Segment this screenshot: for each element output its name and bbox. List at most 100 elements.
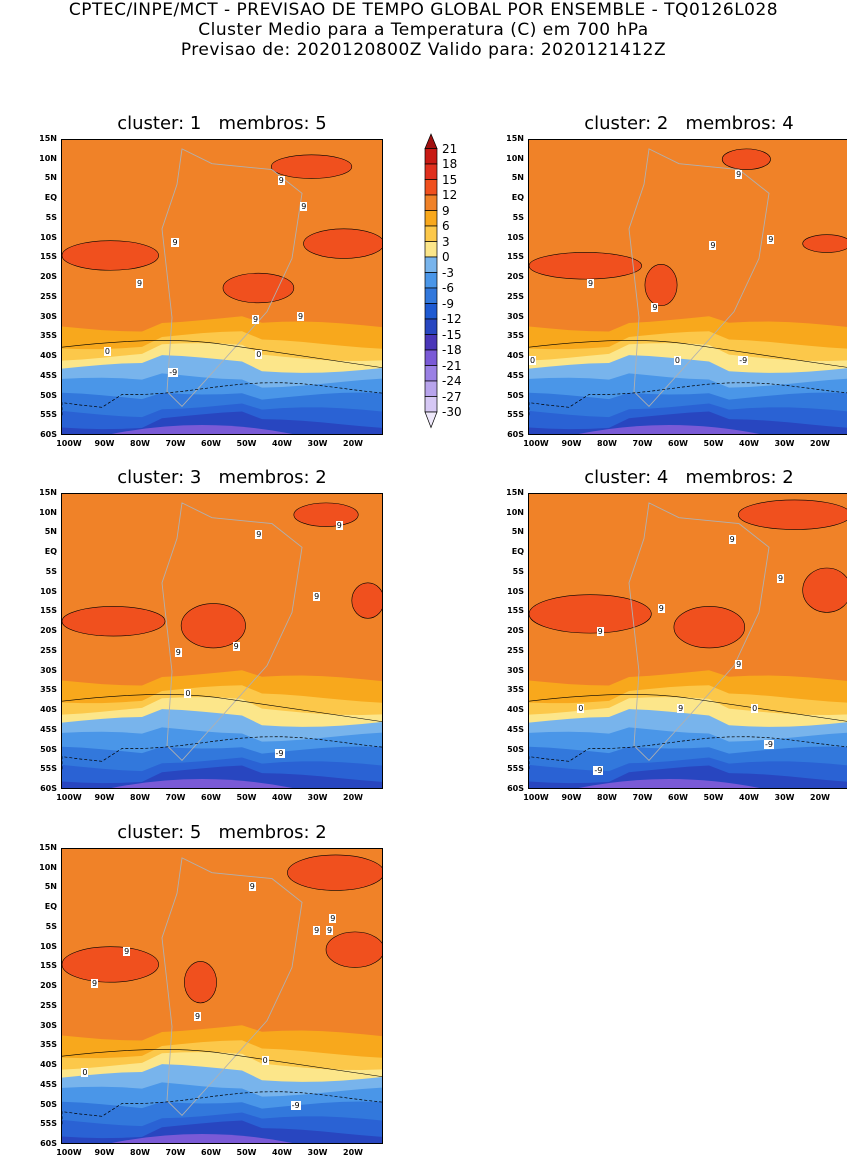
- lon-label: 80W: [597, 439, 617, 448]
- contour-label: 9: [255, 529, 263, 539]
- lon-label: 50W: [236, 793, 257, 802]
- lon-label: 30W: [774, 793, 795, 802]
- contour-9-region: [303, 228, 382, 259]
- header-line-3: Previsao de: 2020120800Z Valido para: 20…: [180, 40, 667, 60]
- contour-9-region: [644, 264, 678, 307]
- lat-label: 50S: [40, 1099, 57, 1109]
- lat-label: 50S: [40, 744, 57, 754]
- lon-label: 20W: [810, 793, 830, 802]
- lat-label: 25S: [40, 645, 57, 655]
- lat-label: 30S: [40, 665, 57, 675]
- lat-label: 45S: [507, 370, 524, 380]
- contour-label: 9: [776, 573, 785, 583]
- lat-label: 10S: [507, 232, 524, 242]
- lat-label: EQ: [44, 902, 57, 912]
- contour-minus9: [62, 736, 382, 770]
- temperature-band: [529, 765, 847, 788]
- lon-label: 30W: [307, 439, 328, 448]
- lon-label: 80W: [130, 793, 150, 802]
- colorbar-box: [424, 365, 438, 382]
- lat-label: EQ: [44, 193, 57, 203]
- colorbar-bottom-arrow: [424, 411, 438, 429]
- lat-label: 60S: [40, 784, 57, 793]
- lon-label: 20W: [810, 439, 830, 448]
- contour-9-region: [271, 154, 353, 179]
- colorbar-tick-label: -21: [442, 358, 462, 373]
- lon-label: 70W: [632, 439, 653, 448]
- lat-label: 50S: [40, 390, 57, 400]
- lat-label: 20S: [40, 272, 57, 282]
- colorbar-tick-label: -30: [442, 405, 462, 419]
- panel-cluster-1: cluster: 1 membros: 5 9 9 9 9 9 9 0 0 -9 15N 10N 5N E…: [39, 113, 383, 448]
- lon-label: 90W: [94, 793, 115, 802]
- contour-label: 9: [728, 535, 736, 545]
- lat-label: 5N: [44, 882, 57, 892]
- lat-label: 15N: [39, 843, 57, 852]
- contour-label: -9: [764, 739, 775, 749]
- lon-label: 100W: [56, 793, 82, 802]
- contour-label: 9: [329, 914, 337, 924]
- contour-label: 9: [232, 642, 240, 651]
- lon-label: 100W: [523, 793, 549, 802]
- panel-title: cluster: 1 membros: 5: [117, 113, 327, 134]
- colorbar-box: [424, 396, 438, 413]
- colorbar-tick-label: -18: [442, 343, 462, 357]
- panel-title: cluster: 5 membros: 2: [117, 822, 327, 843]
- contour-label: 9: [767, 234, 775, 244]
- lat-label: 60S: [507, 430, 524, 439]
- contour-label: 9: [586, 279, 595, 289]
- contour-label: 9: [335, 520, 343, 530]
- contour-9-region: [62, 946, 159, 983]
- lon-label: 30W: [307, 1148, 328, 1157]
- colorbar-box: [424, 163, 438, 180]
- colorbar-box: [424, 210, 438, 227]
- lat-label: 20S: [40, 626, 57, 636]
- colorbar-box: [424, 256, 438, 273]
- cold-core: [111, 425, 293, 434]
- contour-label: 9: [735, 659, 743, 669]
- contour-9-region: [802, 567, 847, 613]
- lon-label: 100W: [523, 439, 549, 448]
- cold-core: [111, 1134, 293, 1143]
- lon-label: 100W: [56, 1148, 82, 1157]
- temperature-band: [529, 411, 847, 434]
- lat-label: 5N: [44, 173, 57, 183]
- lon-label: 60W: [201, 793, 221, 802]
- contour-9-region: [529, 252, 642, 280]
- contour-9-region: [802, 234, 847, 253]
- lat-label: 5S: [45, 921, 57, 931]
- cold-core: [111, 779, 293, 788]
- contour-0: [529, 694, 847, 722]
- contour-0: [62, 694, 382, 722]
- lon-label: 60W: [201, 1148, 221, 1157]
- colorbar-tick-label: 0: [442, 250, 450, 264]
- colorbar-tick-label: -24: [442, 374, 462, 388]
- colorbar-box: [424, 241, 438, 258]
- colorbar-tick-label: -27: [442, 389, 462, 404]
- contour-minus9: [62, 382, 382, 416]
- lat-label: 35S: [40, 331, 57, 341]
- lon-label: 60W: [668, 793, 688, 802]
- lat-label: 10N: [39, 507, 57, 517]
- lat-label: 15N: [39, 134, 57, 143]
- contour-0: [62, 1049, 382, 1077]
- lat-label: 35S: [40, 685, 57, 695]
- lon-label: 50W: [236, 439, 257, 448]
- contour-label: 9: [326, 925, 334, 935]
- colorbar-top-arrow: [424, 133, 438, 149]
- contour-label: 0: [81, 1068, 89, 1078]
- colorbar-tick-label: 3: [442, 234, 450, 249]
- contour-label: 9: [677, 704, 685, 714]
- colorbar-tick-label: 9: [442, 203, 450, 218]
- lon-label: 70W: [165, 1148, 186, 1157]
- colorbar-tick-label: -12: [442, 312, 462, 326]
- contour-label: 9: [136, 279, 144, 289]
- lat-label: 45S: [507, 724, 524, 734]
- lat-label: 45S: [40, 370, 57, 380]
- contour-9-region: [62, 240, 159, 271]
- contour-label: 0: [751, 704, 759, 714]
- contour-9-region: [293, 502, 359, 527]
- lon-label: 50W: [236, 1148, 257, 1157]
- contour-label: -9: [738, 356, 749, 366]
- lat-label: 60S: [507, 784, 524, 793]
